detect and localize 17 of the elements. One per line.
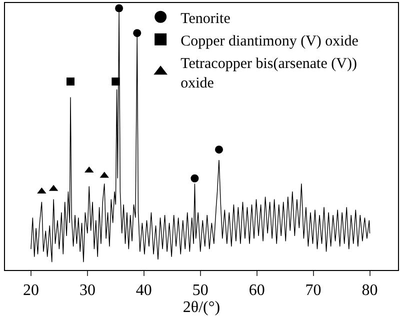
point <box>112 78 120 86</box>
x-tick-label: 50 <box>192 282 208 300</box>
x-axis-title: 2θ/(°) <box>182 299 220 316</box>
point <box>115 4 124 12</box>
point <box>190 174 199 182</box>
legend-label: Copper diantimony (V) oxide <box>180 33 359 50</box>
legend-label: Tetracopper bis(arsenate (V)) oxide <box>180 56 357 92</box>
x-tick-label: 80 <box>362 282 378 300</box>
point <box>215 146 223 154</box>
x-tick-label: 20 <box>22 282 39 300</box>
x-tick-label: 40 <box>136 282 152 300</box>
point <box>133 29 142 38</box>
legend-label: Tenorite <box>180 10 231 27</box>
x-tick-label: 30 <box>79 282 96 300</box>
x-tick-label: 60 <box>248 282 265 300</box>
point <box>66 78 74 86</box>
x-tick-label: 70 <box>305 282 322 300</box>
